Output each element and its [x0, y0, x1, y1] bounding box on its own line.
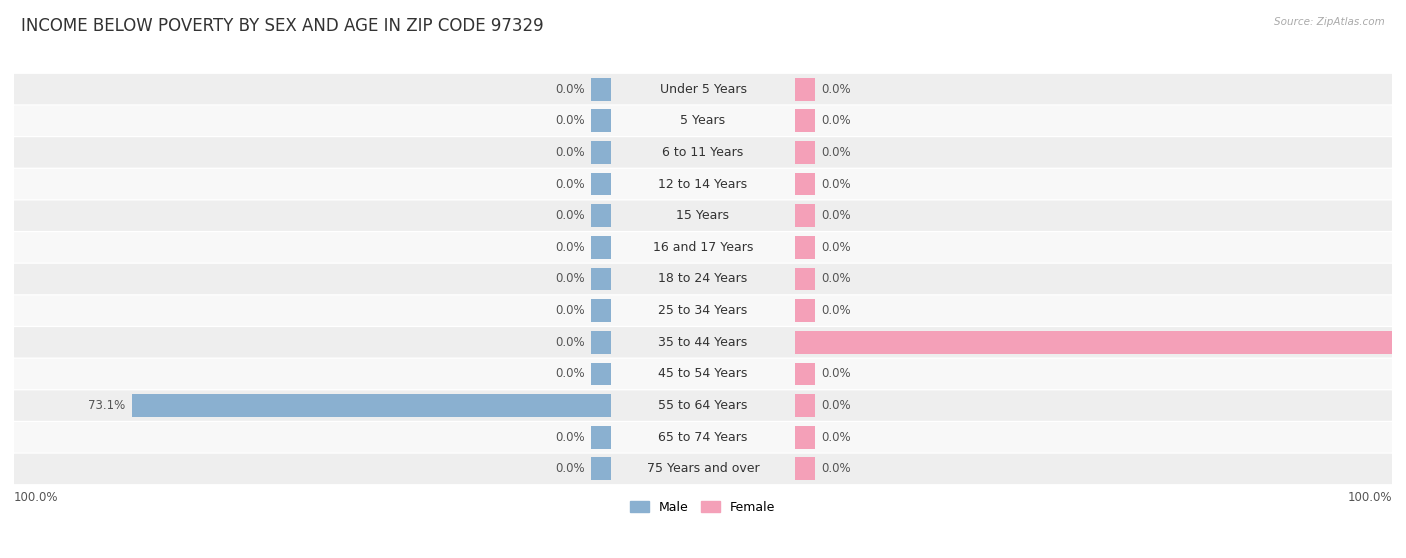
- Bar: [794, 78, 814, 100]
- Bar: [794, 363, 814, 386]
- Text: 0.0%: 0.0%: [821, 241, 851, 254]
- Bar: [794, 458, 814, 480]
- Bar: [592, 268, 612, 290]
- FancyBboxPatch shape: [14, 74, 1392, 104]
- Text: 0.0%: 0.0%: [821, 114, 851, 127]
- Bar: [794, 299, 814, 322]
- Text: 0.0%: 0.0%: [555, 177, 585, 190]
- Text: 15 Years: 15 Years: [676, 209, 730, 222]
- Legend: Male, Female: Male, Female: [626, 496, 780, 519]
- Text: 55 to 64 Years: 55 to 64 Years: [658, 399, 748, 412]
- Bar: [132, 394, 612, 417]
- Bar: [592, 299, 612, 322]
- Text: 45 to 54 Years: 45 to 54 Years: [658, 368, 748, 381]
- Text: 100.0%: 100.0%: [14, 491, 59, 504]
- Text: 18 to 24 Years: 18 to 24 Years: [658, 272, 748, 286]
- Bar: [592, 78, 612, 100]
- Text: 0.0%: 0.0%: [555, 241, 585, 254]
- Bar: [592, 204, 612, 227]
- FancyBboxPatch shape: [14, 327, 1392, 358]
- Text: 25 to 34 Years: 25 to 34 Years: [658, 304, 748, 317]
- FancyBboxPatch shape: [14, 391, 1392, 421]
- Text: 0.0%: 0.0%: [555, 463, 585, 475]
- FancyBboxPatch shape: [14, 359, 1392, 389]
- Bar: [592, 363, 612, 386]
- Text: 0.0%: 0.0%: [821, 368, 851, 381]
- Text: 0.0%: 0.0%: [555, 336, 585, 349]
- Text: Source: ZipAtlas.com: Source: ZipAtlas.com: [1274, 17, 1385, 27]
- Text: 0.0%: 0.0%: [821, 83, 851, 95]
- Text: 0.0%: 0.0%: [555, 114, 585, 127]
- FancyBboxPatch shape: [14, 454, 1392, 484]
- Text: 16 and 17 Years: 16 and 17 Years: [652, 241, 754, 254]
- Text: INCOME BELOW POVERTY BY SEX AND AGE IN ZIP CODE 97329: INCOME BELOW POVERTY BY SEX AND AGE IN Z…: [21, 17, 544, 35]
- Bar: [592, 172, 612, 195]
- Bar: [794, 426, 814, 449]
- Bar: [794, 172, 814, 195]
- Bar: [592, 236, 612, 259]
- FancyBboxPatch shape: [14, 422, 1392, 453]
- Bar: [794, 394, 814, 417]
- Text: 0.0%: 0.0%: [555, 146, 585, 159]
- Text: 6 to 11 Years: 6 to 11 Years: [662, 146, 744, 159]
- Text: 0.0%: 0.0%: [555, 272, 585, 286]
- Text: 0.0%: 0.0%: [821, 272, 851, 286]
- Text: 65 to 74 Years: 65 to 74 Years: [658, 431, 748, 444]
- Bar: [592, 141, 612, 164]
- Text: 12 to 14 Years: 12 to 14 Years: [658, 177, 748, 190]
- Text: 0.0%: 0.0%: [555, 209, 585, 222]
- Text: 0.0%: 0.0%: [821, 399, 851, 412]
- Text: 0.0%: 0.0%: [555, 368, 585, 381]
- Text: 0.0%: 0.0%: [821, 463, 851, 475]
- Bar: [794, 109, 814, 132]
- Text: 35 to 44 Years: 35 to 44 Years: [658, 336, 748, 349]
- FancyBboxPatch shape: [14, 232, 1392, 263]
- Text: 5 Years: 5 Years: [681, 114, 725, 127]
- Text: 0.0%: 0.0%: [555, 83, 585, 95]
- Text: 0.0%: 0.0%: [821, 431, 851, 444]
- Bar: [592, 458, 612, 480]
- Text: Under 5 Years: Under 5 Years: [659, 83, 747, 95]
- FancyBboxPatch shape: [14, 264, 1392, 294]
- Bar: [794, 331, 1406, 354]
- Text: 0.0%: 0.0%: [555, 431, 585, 444]
- Text: 0.0%: 0.0%: [821, 177, 851, 190]
- Text: 75 Years and over: 75 Years and over: [647, 463, 759, 475]
- Bar: [794, 268, 814, 290]
- Bar: [592, 331, 612, 354]
- FancyBboxPatch shape: [14, 200, 1392, 231]
- FancyBboxPatch shape: [14, 295, 1392, 326]
- Bar: [794, 236, 814, 259]
- Text: 0.0%: 0.0%: [821, 304, 851, 317]
- Text: 73.1%: 73.1%: [87, 399, 125, 412]
- Text: 0.0%: 0.0%: [821, 146, 851, 159]
- Bar: [794, 141, 814, 164]
- Bar: [592, 109, 612, 132]
- FancyBboxPatch shape: [14, 169, 1392, 199]
- Bar: [794, 204, 814, 227]
- FancyBboxPatch shape: [14, 105, 1392, 136]
- Text: 0.0%: 0.0%: [555, 304, 585, 317]
- Text: 0.0%: 0.0%: [821, 209, 851, 222]
- Text: 100.0%: 100.0%: [1347, 491, 1392, 504]
- Bar: [592, 426, 612, 449]
- FancyBboxPatch shape: [14, 137, 1392, 167]
